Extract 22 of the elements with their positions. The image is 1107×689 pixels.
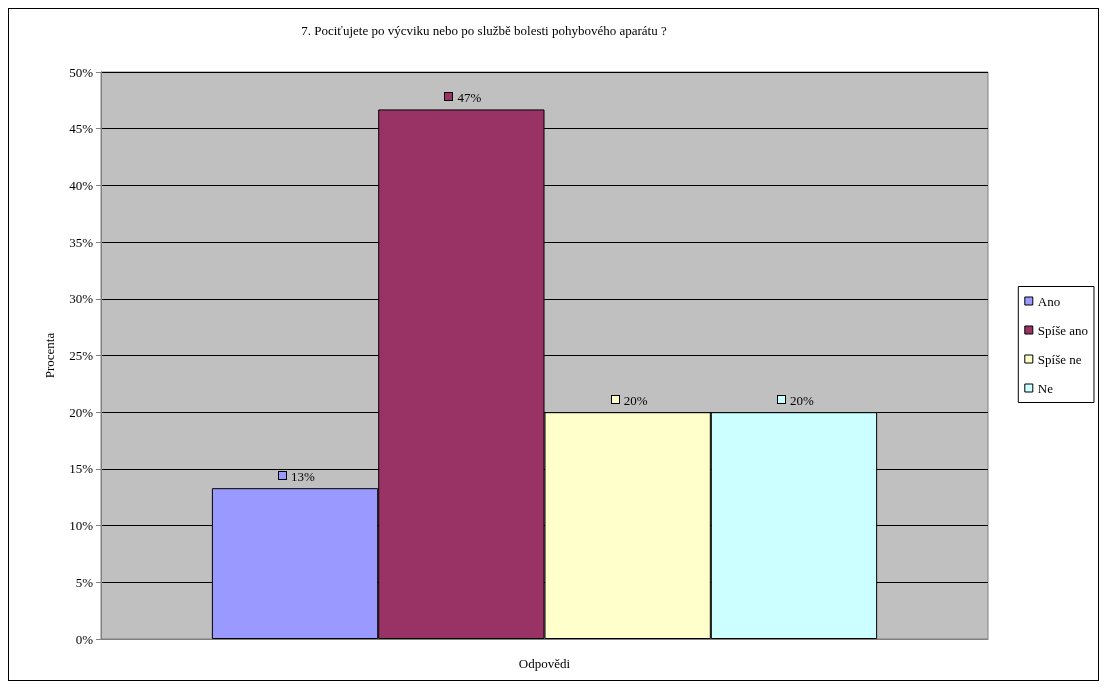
y-tick-label: 30% (69, 291, 94, 307)
data-label: 47% (457, 90, 482, 106)
data-label: 20% (790, 393, 815, 409)
chart-title: 7. Pociťujete po výcviku nebo po službě bolesti pohybového aparátu ? (301, 23, 667, 38)
y-tick-label: 15% (69, 461, 94, 477)
legend-label: Ano (1037, 293, 1061, 309)
y-tick-label: 0% (75, 631, 94, 647)
y-tick-label: 20% (69, 404, 94, 420)
y-tick-label: 50% (69, 64, 94, 80)
y-tick-label: 45% (69, 121, 94, 137)
y-tick-label: 40% (69, 177, 94, 193)
legend-label: Spíše ano (1037, 322, 1089, 338)
y-tick-label: 35% (69, 234, 94, 250)
data-label: 20% (623, 393, 648, 409)
y-tick-label: 25% (69, 348, 94, 363)
legend-label: Ne (1037, 380, 1054, 396)
data-label: 13% (291, 469, 316, 485)
y-tick-label: 5% (75, 574, 94, 590)
y-tick-label: 10% (69, 518, 94, 534)
legend-label: Spíše ne (1037, 351, 1082, 367)
y-axis-title: Procenta (42, 332, 57, 379)
x-axis-title: Odpovědi (518, 656, 571, 671)
